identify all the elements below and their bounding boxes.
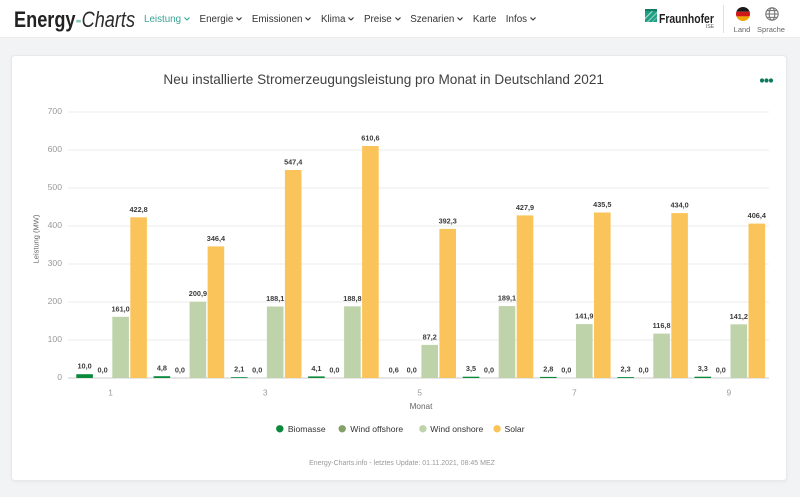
svg-text:189,1: 189,1	[498, 294, 516, 303]
svg-text:400: 400	[48, 220, 63, 230]
svg-text:547,4: 547,4	[284, 158, 303, 167]
svg-text:4,8: 4,8	[157, 364, 167, 373]
svg-text:Leistung (MW): Leistung (MW)	[32, 214, 41, 263]
svg-text:4,1: 4,1	[311, 364, 321, 373]
svg-text:0,0: 0,0	[175, 366, 185, 375]
svg-text:188,8: 188,8	[343, 294, 361, 303]
svg-text:0,0: 0,0	[561, 366, 571, 375]
svg-text:200,9: 200,9	[189, 289, 207, 298]
svg-text:161,0: 161,0	[111, 304, 129, 313]
svg-text:0,0: 0,0	[252, 366, 262, 375]
svg-text:Solar: Solar	[505, 424, 525, 434]
svg-text:Energy-Charts.info - letztes U: Energy-Charts.info - letztes Update: 01.…	[309, 460, 496, 467]
svg-text:434,0: 434,0	[670, 201, 688, 210]
svg-text:5: 5	[417, 388, 422, 398]
svg-text:100: 100	[48, 334, 63, 344]
svg-text:435,5: 435,5	[593, 200, 611, 209]
svg-text:Biomasse: Biomasse	[288, 424, 326, 434]
svg-text:0,0: 0,0	[407, 366, 417, 375]
svg-text:3,5: 3,5	[466, 364, 476, 373]
svg-text:10,0: 10,0	[77, 362, 91, 371]
svg-text:0,0: 0,0	[98, 366, 108, 375]
svg-text:Monat: Monat	[410, 402, 433, 411]
svg-text:3: 3	[263, 388, 268, 398]
svg-text:9: 9	[726, 388, 731, 398]
svg-text:1: 1	[108, 388, 113, 398]
svg-text:422,8: 422,8	[129, 205, 147, 214]
svg-text:188,1: 188,1	[266, 294, 284, 303]
svg-text:200: 200	[48, 296, 63, 306]
svg-text:0,6: 0,6	[389, 365, 399, 374]
svg-text:427,9: 427,9	[516, 203, 534, 212]
svg-text:2,8: 2,8	[543, 364, 553, 373]
svg-text:600: 600	[48, 144, 63, 154]
svg-text:7: 7	[572, 388, 577, 398]
svg-text:0,0: 0,0	[716, 366, 726, 375]
svg-text:346,4: 346,4	[207, 234, 226, 243]
svg-text:87,2: 87,2	[423, 332, 437, 341]
svg-text:610,6: 610,6	[361, 134, 379, 143]
svg-text:0,0: 0,0	[484, 366, 494, 375]
svg-text:3,3: 3,3	[698, 364, 708, 373]
svg-text:0,0: 0,0	[329, 366, 339, 375]
svg-text:141,9: 141,9	[575, 312, 593, 321]
svg-text:141,2: 141,2	[730, 312, 748, 321]
svg-text:2,3: 2,3	[621, 365, 631, 374]
svg-text:0,0: 0,0	[639, 366, 649, 375]
svg-text:2,1: 2,1	[234, 365, 244, 374]
svg-text:Neu installierte Stromerzeugun: Neu installierte Stromerzeugungsleistung…	[163, 72, 604, 87]
svg-text:116,8: 116,8	[653, 321, 671, 330]
svg-text:392,3: 392,3	[439, 216, 457, 225]
svg-text:300: 300	[48, 258, 63, 268]
svg-text:Wind onshore: Wind onshore	[430, 424, 483, 434]
svg-text:500: 500	[48, 182, 63, 192]
svg-text:0: 0	[57, 372, 62, 382]
svg-text:700: 700	[48, 106, 63, 116]
svg-text:Wind offshore: Wind offshore	[350, 424, 403, 434]
svg-text:406,4: 406,4	[748, 211, 767, 220]
